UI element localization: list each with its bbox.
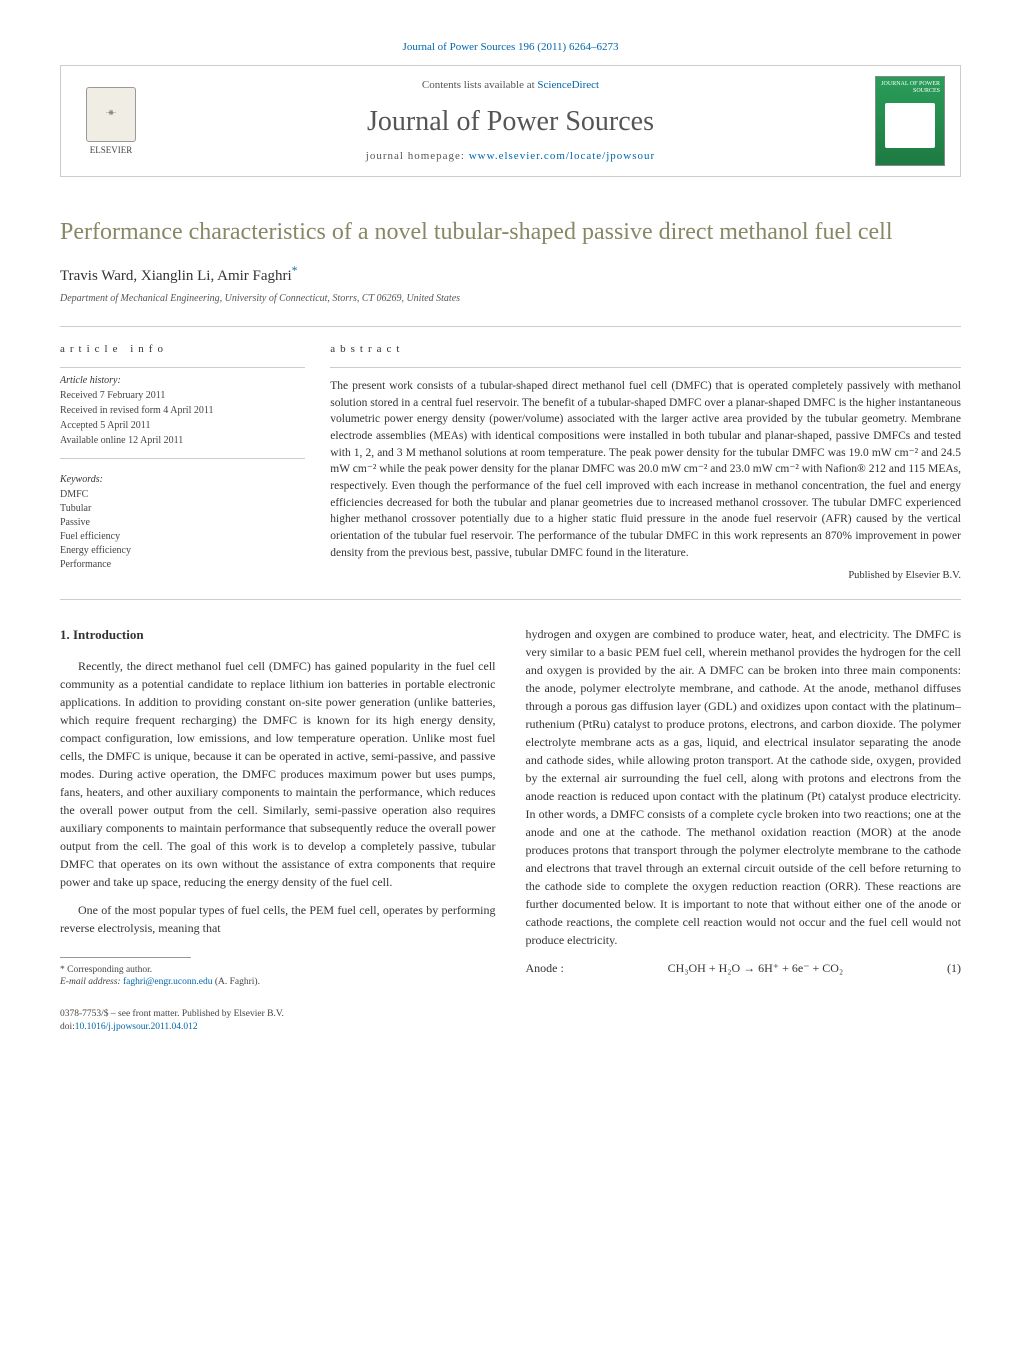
article-title: Performance characteristics of a novel t…	[60, 217, 961, 248]
keywords-label: Keywords:	[60, 473, 305, 487]
page-root: Journal of Power Sources 196 (2011) 6264…	[0, 0, 1021, 1073]
doi-label: doi:	[60, 1022, 75, 1032]
keywords-block: Keywords: DMFC Tubular Passive Fuel effi…	[60, 473, 305, 572]
contents-prefix: Contents lists available at	[422, 79, 537, 91]
intro-p3: hydrogen and oxygen are combined to prod…	[526, 625, 962, 949]
body-col-left: 1. Introduction Recently, the direct met…	[60, 625, 496, 1033]
info-abstract-row: article info Article history: Received 7…	[60, 326, 961, 600]
abstract-column: abstract The present work consists of a …	[330, 342, 961, 584]
doi-link[interactable]: 10.1016/j.jpowsour.2011.04.012	[75, 1022, 198, 1032]
email-link[interactable]: faghri@engr.uconn.edu	[123, 977, 212, 987]
bottom-meta: 0378-7753/$ – see front matter. Publishe…	[60, 1008, 496, 1033]
journal-name: Journal of Power Sources	[146, 102, 875, 141]
affiliation: Department of Mechanical Engineering, Un…	[60, 292, 961, 306]
email-suffix: (A. Faghri).	[212, 977, 260, 987]
accepted-date: Accepted 5 April 2011	[60, 419, 305, 433]
journal-ref-link[interactable]: Journal of Power Sources 196 (2011) 6264…	[403, 41, 619, 53]
eq1-label: Anode :	[526, 959, 564, 977]
elsevier-tree-icon: ·❋·	[86, 87, 136, 142]
authors-line: Travis Ward, Xianglin Li, Amir Faghri*	[60, 264, 961, 287]
revised-date: Received in revised form 4 April 2011	[60, 404, 305, 418]
corresponding-footnote: * Corresponding author. E-mail address: …	[60, 964, 496, 989]
contents-line: Contents lists available at ScienceDirec…	[146, 78, 875, 93]
online-date: Available online 12 April 2011	[60, 434, 305, 448]
cover-thumb-image-icon	[885, 103, 935, 148]
elsevier-logo: ·❋· ELSEVIER	[76, 81, 146, 161]
article-info-label: article info	[60, 342, 305, 357]
header-box: ·❋· ELSEVIER Contents lists available at…	[60, 65, 961, 177]
published-by: Published by Elsevier B.V.	[330, 569, 961, 584]
keyword: Energy efficiency	[60, 544, 305, 558]
email-label: E-mail address:	[60, 977, 123, 987]
homepage-line: journal homepage: www.elsevier.com/locat…	[146, 149, 875, 164]
footnote-separator	[60, 957, 191, 958]
eq1-number: (1)	[947, 959, 961, 977]
eq1-formula: CH₃OH + H₂O → 6H⁺ + 6e⁻ + CO₂	[668, 959, 844, 977]
corresponding-author-note: * Corresponding author.	[60, 964, 496, 976]
issn-line: 0378-7753/$ – see front matter. Publishe…	[60, 1008, 496, 1020]
corresponding-asterisk[interactable]: *	[292, 265, 298, 277]
history-label: Article history:	[60, 374, 305, 388]
keyword: Fuel efficiency	[60, 530, 305, 544]
elsevier-label: ELSEVIER	[90, 144, 133, 157]
received-date: Received 7 February 2011	[60, 389, 305, 403]
authors-names: Travis Ward, Xianglin Li, Amir Faghri	[60, 268, 292, 284]
homepage-link[interactable]: www.elsevier.com/locate/jpowsour	[469, 150, 655, 162]
keyword: DMFC	[60, 488, 305, 502]
keyword: Tubular	[60, 502, 305, 516]
intro-p1: Recently, the direct methanol fuel cell …	[60, 657, 496, 891]
keyword: Passive	[60, 516, 305, 530]
sciencedirect-link[interactable]: ScienceDirect	[537, 79, 599, 91]
header-center: Contents lists available at ScienceDirec…	[146, 78, 875, 164]
article-info-column: article info Article history: Received 7…	[60, 342, 305, 584]
cover-thumb-title: JOURNAL OF POWER SOURCES	[880, 81, 940, 94]
body-col-right: hydrogen and oxygen are combined to prod…	[526, 625, 962, 1033]
homepage-prefix: journal homepage:	[366, 150, 469, 162]
abstract-text: The present work consists of a tubular-s…	[330, 378, 961, 561]
body-columns: 1. Introduction Recently, the direct met…	[60, 625, 961, 1033]
intro-p2: One of the most popular types of fuel ce…	[60, 901, 496, 937]
keyword: Performance	[60, 558, 305, 572]
journal-reference-line: Journal of Power Sources 196 (2011) 6264…	[60, 40, 961, 55]
equation-1: Anode : CH₃OH + H₂O → 6H⁺ + 6e⁻ + CO₂ (1…	[526, 959, 962, 977]
journal-cover-thumbnail: JOURNAL OF POWER SOURCES	[875, 76, 945, 166]
abstract-label: abstract	[330, 342, 961, 357]
section-1-heading: 1. Introduction	[60, 625, 496, 645]
